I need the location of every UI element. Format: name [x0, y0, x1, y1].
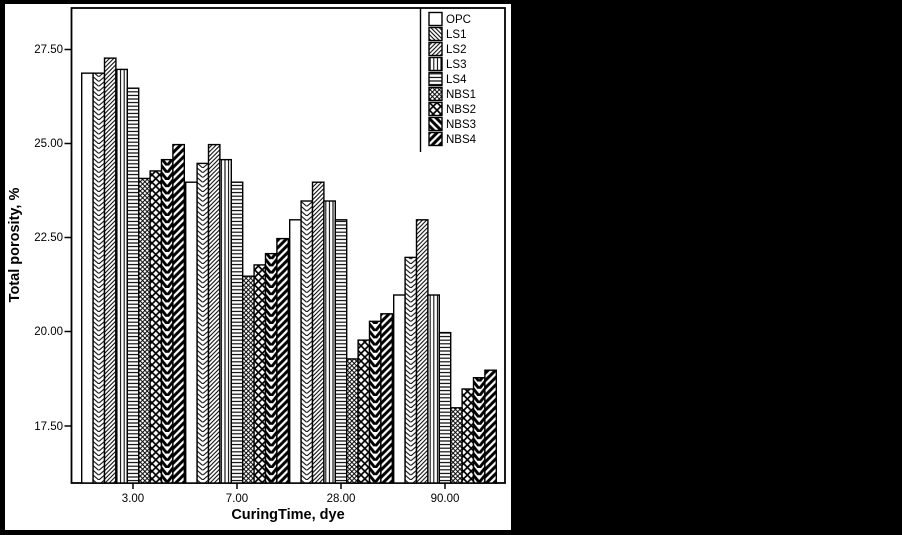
- y-axis-ticks: [64, 48, 72, 427]
- legend-label-ls2: LS2: [446, 44, 466, 56]
- bar-LS4-90.00: [438, 331, 452, 484]
- bar-NBS1-90.00: [450, 407, 463, 484]
- y-tick-label: 27.50: [34, 44, 63, 56]
- x-tick-label: 3.00: [122, 493, 144, 505]
- y-tick-label: 25.00: [34, 138, 63, 150]
- legend-label-nbs2: NBS2: [446, 104, 476, 116]
- legend-swatch-nbs1: [428, 86, 443, 102]
- bar-NBS4-7.00: [276, 237, 289, 484]
- bar-LS4-7.00: [230, 181, 244, 484]
- bar-NBS1-28.00: [346, 358, 359, 484]
- legend-label-nbs4: NBS4: [446, 134, 477, 146]
- bar-LS2-90.00: [415, 219, 429, 484]
- bar-LS3-7.00: [219, 158, 232, 484]
- legend-label-nbs3: NBS3: [446, 119, 476, 131]
- bar-LS4-28.00: [334, 219, 348, 484]
- legend-swatch-opc: [428, 11, 443, 27]
- bar-NBS3-3.00: [160, 158, 174, 484]
- bar-NBS4-28.00: [380, 313, 393, 484]
- legend-swatch-nbs2: [428, 101, 443, 117]
- bar-LS1-90.00: [404, 256, 418, 484]
- x-tick-label: 7.00: [226, 493, 248, 505]
- bar-OPC-90.00: [393, 294, 406, 484]
- legend-swatch-ls2: [428, 41, 443, 57]
- x-axis-ticks: [132, 483, 446, 489]
- x-axis-title: CuringTime, dye: [231, 507, 344, 523]
- bar-NBS3-7.00: [264, 252, 278, 484]
- bar-OPC-28.00: [289, 219, 302, 484]
- legend-label-ls3: LS3: [446, 59, 466, 71]
- x-tick-label: 28.00: [327, 493, 356, 505]
- y-axis-title: Total porosity, %: [7, 188, 23, 303]
- bar-LS3-28.00: [323, 200, 336, 484]
- bar-NBS4-3.00: [172, 143, 185, 484]
- bar-NBS2-28.00: [357, 339, 371, 484]
- legend-swatch-nbs4: [428, 131, 443, 147]
- bar-LS3-90.00: [427, 294, 440, 484]
- bar-LS2-7.00: [207, 143, 221, 484]
- y-tick-label: 20.00: [34, 326, 63, 338]
- legend-label-ls1: LS1: [446, 29, 466, 41]
- bar-NBS4-90.00: [484, 369, 497, 484]
- bar-LS1-3.00: [92, 72, 106, 484]
- legend-swatch-nbs3: [428, 116, 443, 132]
- bar-NBS3-90.00: [472, 377, 486, 484]
- y-tick-label: 22.50: [34, 232, 63, 244]
- bar-NBS3-28.00: [368, 320, 382, 484]
- bar-LS1-7.00: [196, 162, 210, 484]
- bar-NBS2-3.00: [149, 170, 163, 484]
- legend-swatch-ls1: [428, 26, 443, 42]
- bar-NBS2-90.00: [461, 388, 475, 484]
- bar-LS1-28.00: [300, 200, 314, 484]
- legend: OPC LS1 LS2 LS3 LS4 NBS1 NBS2 NBS3 NBS4: [419, 8, 477, 152]
- legend-label-nbs1: NBS1: [446, 89, 476, 101]
- y-tick-label: 17.50: [34, 421, 63, 433]
- legend-swatch-ls4: [428, 71, 443, 87]
- bar-LS3-3.00: [115, 68, 129, 484]
- legend-label-opc: OPC: [446, 14, 471, 26]
- bar-OPC-7.00: [184, 181, 198, 484]
- bar-OPC-3.00: [80, 72, 94, 484]
- legend-label-ls4: LS4: [446, 74, 467, 86]
- bar-LS4-3.00: [126, 87, 140, 484]
- x-tick-label: 90.00: [431, 493, 460, 505]
- legend-swatch-ls3: [428, 56, 443, 72]
- bar-NBS1-3.00: [137, 177, 151, 484]
- bar-LS2-3.00: [103, 57, 117, 484]
- bar-NBS2-7.00: [253, 264, 267, 484]
- bar-LS2-28.00: [311, 181, 325, 484]
- bars-layer: [80, 57, 497, 484]
- bar-NBS1-7.00: [241, 275, 255, 484]
